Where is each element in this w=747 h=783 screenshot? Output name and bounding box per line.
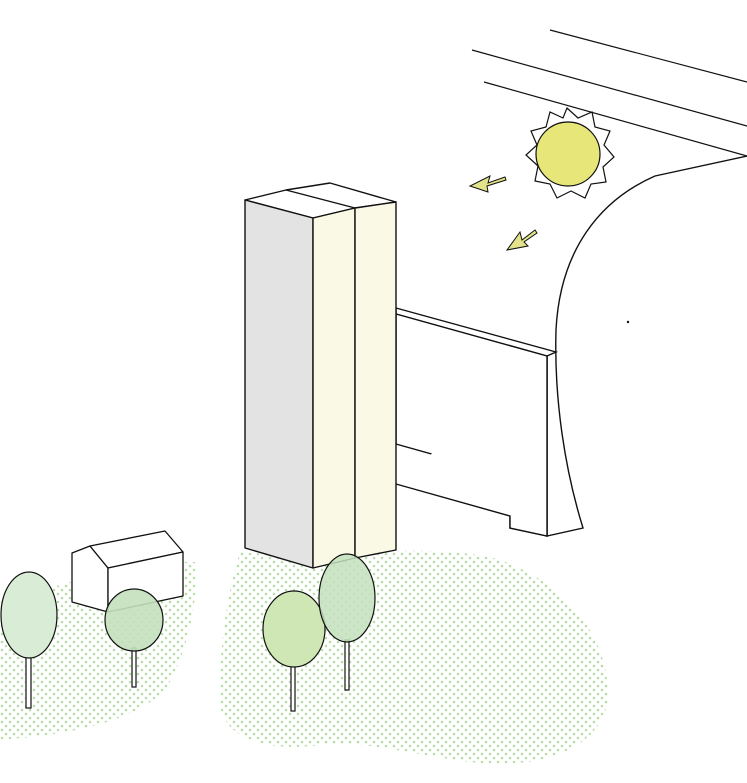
sun-icon xyxy=(525,106,615,199)
podium-wing xyxy=(395,307,559,537)
tower-lit-face-1 xyxy=(312,207,356,569)
tower xyxy=(244,182,397,569)
tree-center-back xyxy=(318,553,376,691)
marker-dot xyxy=(626,320,630,324)
tree-center-front xyxy=(262,590,326,712)
tower-lit-face-2 xyxy=(354,201,397,559)
arrow-icon xyxy=(468,175,538,251)
tree-house xyxy=(104,588,164,688)
tower-shadow-face xyxy=(244,199,314,569)
tree-left xyxy=(0,571,58,709)
canopy-structure xyxy=(546,155,747,537)
overhead-lines xyxy=(471,29,747,157)
